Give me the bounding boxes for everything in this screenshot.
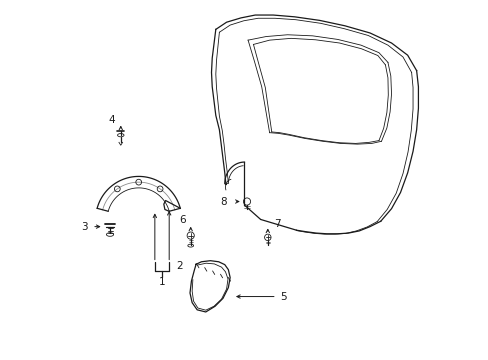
Text: 4: 4 xyxy=(108,115,115,125)
Text: 3: 3 xyxy=(81,222,88,231)
Text: 1: 1 xyxy=(159,277,165,287)
Text: 7: 7 xyxy=(274,219,281,229)
Text: 6: 6 xyxy=(179,215,186,225)
Text: 2: 2 xyxy=(176,261,183,271)
Text: 5: 5 xyxy=(280,292,286,302)
Text: 8: 8 xyxy=(220,197,226,207)
